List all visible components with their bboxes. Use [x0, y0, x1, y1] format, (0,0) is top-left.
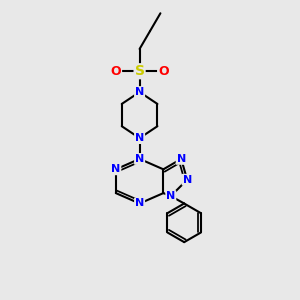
Text: N: N	[182, 175, 192, 185]
Text: N: N	[177, 154, 186, 164]
Text: N: N	[135, 154, 144, 164]
Text: N: N	[135, 87, 144, 97]
Text: O: O	[158, 65, 169, 78]
Text: N: N	[111, 164, 120, 174]
Text: S: S	[135, 64, 145, 78]
Text: N: N	[135, 133, 144, 143]
Text: N: N	[135, 199, 144, 208]
Text: O: O	[110, 65, 121, 78]
Text: N: N	[166, 191, 176, 201]
